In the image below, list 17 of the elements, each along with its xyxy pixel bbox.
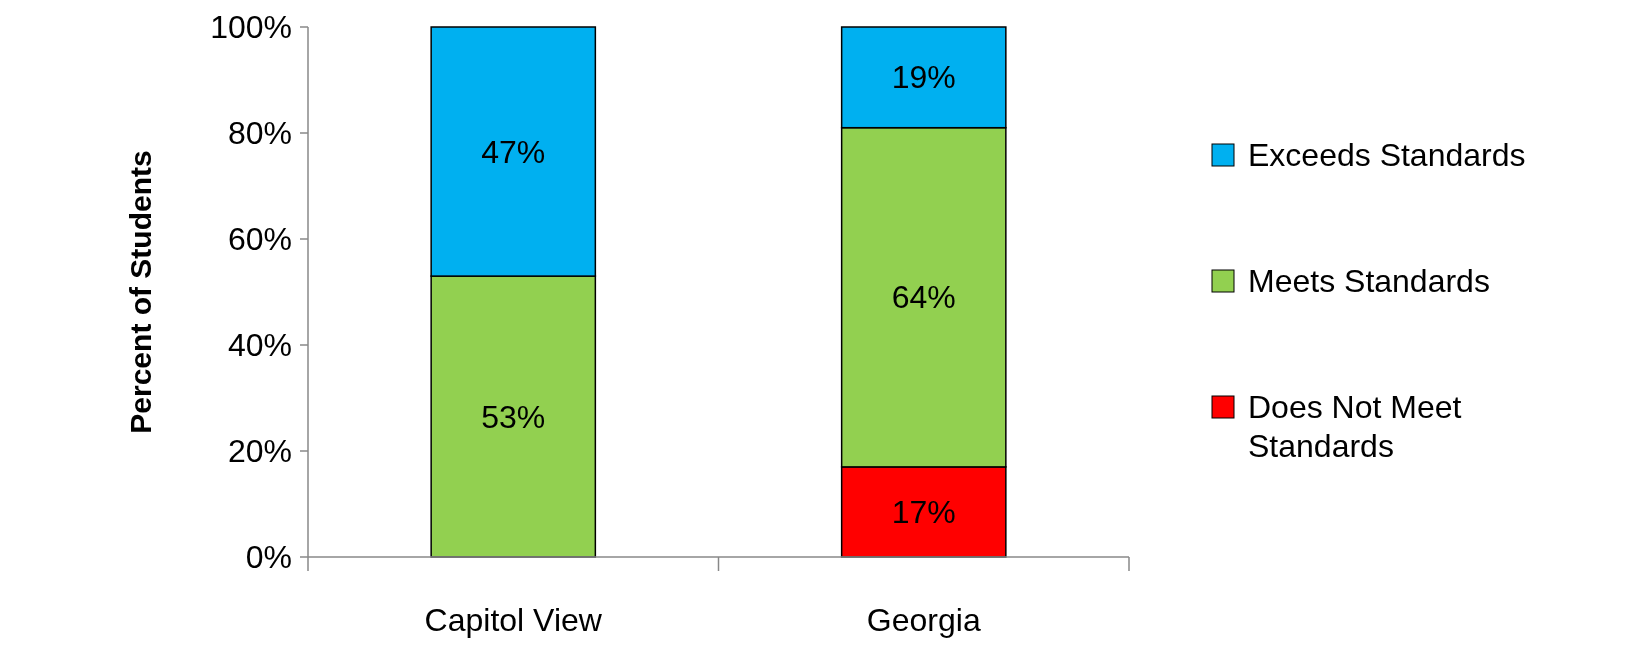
y-tick-label: 80% [227,115,292,151]
x-tick-label: Capitol View [424,602,603,638]
y-tick-label: 100% [210,9,292,45]
data-label: 19% [891,59,956,96]
data-label: 47% [481,133,546,170]
legend-label: Does Not Meet Standards [1248,389,1462,464]
y-tick-label: 40% [227,327,292,363]
legend-label: Meets Standards [1248,263,1490,300]
y-tick-label: 20% [227,433,292,469]
y-axis-title: Percent of Students [123,150,157,434]
x-tick-label: Georgia [866,602,981,638]
data-label: 53% [481,398,546,435]
data-label: 17% [891,493,956,530]
data-label: 64% [891,279,956,316]
y-tick-label: 60% [227,221,292,257]
legend-label: Exceeds Standards [1248,137,1526,174]
y-tick-label: 0% [245,539,292,575]
